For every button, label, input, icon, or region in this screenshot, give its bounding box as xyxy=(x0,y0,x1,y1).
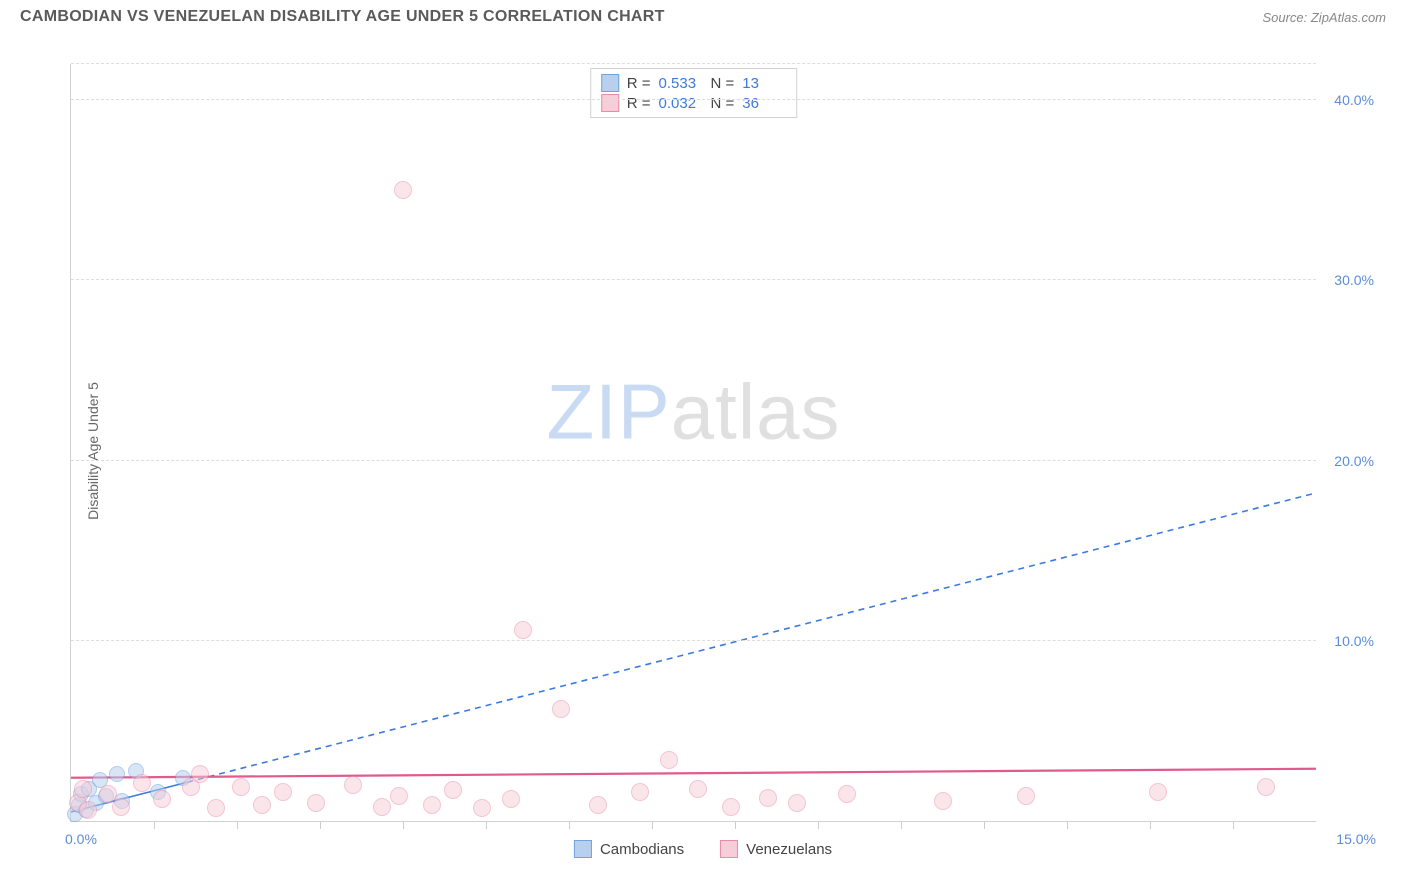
point-venezuelan xyxy=(552,700,570,718)
point-venezuelan xyxy=(79,801,97,819)
stats-legend-box: R = 0.533 N = 13 R = 0.032 N = 36 xyxy=(590,68,798,118)
x-tick xyxy=(1150,821,1151,829)
x-tick xyxy=(486,821,487,829)
gridline-h xyxy=(71,640,1316,641)
stat-n-value: 13 xyxy=(742,75,786,92)
x-tick xyxy=(1233,821,1234,829)
plot-area: ZIPatlas R =0.533N =13R =0.032N =36 0.0%… xyxy=(70,64,1316,822)
gridline-h xyxy=(71,460,1316,461)
chart-container: Disability Age Under 5 ZIPatlas R =0.533… xyxy=(20,40,1386,862)
stat-n-label: N = xyxy=(711,95,735,112)
point-venezuelan xyxy=(514,621,532,639)
point-venezuelan xyxy=(307,794,325,812)
x-axis-end-label: 15.0% xyxy=(1336,831,1376,847)
point-venezuelan xyxy=(502,790,520,808)
legend-item: Venezuelans xyxy=(720,840,832,858)
point-venezuelan xyxy=(838,785,856,803)
point-venezuelan xyxy=(133,774,151,792)
point-venezuelan xyxy=(207,799,225,817)
stats-row: R = 0.032 N = 36 xyxy=(601,93,787,113)
point-venezuelan xyxy=(344,776,362,794)
point-venezuelan xyxy=(689,780,707,798)
point-venezuelan xyxy=(934,792,952,810)
point-venezuelan xyxy=(631,783,649,801)
gridline-h xyxy=(71,99,1316,100)
x-tick xyxy=(320,821,321,829)
point-venezuelan xyxy=(759,789,777,807)
x-tick xyxy=(901,821,902,829)
x-tick xyxy=(237,821,238,829)
stat-r-label: R = xyxy=(627,95,651,112)
point-venezuelan xyxy=(373,798,391,816)
point-venezuelan xyxy=(1257,778,1275,796)
x-tick xyxy=(403,821,404,829)
stat-n-label: N = xyxy=(711,75,735,92)
y-tick-label: 40.0% xyxy=(1334,92,1374,108)
y-tick-label: 20.0% xyxy=(1334,453,1374,469)
series-legend: Cambodians Venezuelans xyxy=(574,840,832,858)
point-venezuelan xyxy=(112,798,130,816)
legend-swatch xyxy=(601,74,619,92)
x-tick xyxy=(735,821,736,829)
x-tick xyxy=(652,821,653,829)
stat-r-label: R = xyxy=(627,75,651,92)
point-venezuelan xyxy=(394,181,412,199)
x-tick xyxy=(984,821,985,829)
point-venezuelan xyxy=(788,794,806,812)
point-venezuelan xyxy=(722,798,740,816)
point-venezuelan xyxy=(390,787,408,805)
chart-title: CAMBODIAN VS VENEZUELAN DISABILITY AGE U… xyxy=(20,8,665,26)
x-tick xyxy=(1067,821,1068,829)
legend-label: Venezuelans xyxy=(746,841,832,858)
x-tick xyxy=(569,821,570,829)
legend-swatch xyxy=(601,94,619,112)
point-venezuelan xyxy=(74,780,92,798)
point-cambodian xyxy=(109,766,125,782)
stat-r-value: 0.533 xyxy=(659,75,703,92)
gridline-h xyxy=(71,279,1316,280)
point-venezuelan xyxy=(423,796,441,814)
stat-n-value: 36 xyxy=(742,95,786,112)
y-tick-label: 30.0% xyxy=(1334,272,1374,288)
point-venezuelan xyxy=(253,796,271,814)
legend-label: Cambodians xyxy=(600,841,684,858)
stat-r-value: 0.032 xyxy=(659,95,703,112)
point-venezuelan xyxy=(153,790,171,808)
x-tick xyxy=(154,821,155,829)
point-venezuelan xyxy=(232,778,250,796)
x-tick xyxy=(818,821,819,829)
stats-row: R = 0.533 N = 13 xyxy=(601,73,787,93)
point-venezuelan xyxy=(1149,783,1167,801)
source-text: Source: ZipAtlas.com xyxy=(1262,10,1386,25)
legend-swatch xyxy=(720,840,738,858)
point-venezuelan xyxy=(444,781,462,799)
point-venezuelan xyxy=(1017,787,1035,805)
x-axis-start-label: 0.0% xyxy=(65,831,97,847)
point-venezuelan xyxy=(589,796,607,814)
gridline-h xyxy=(71,63,1316,64)
legend-item: Cambodians xyxy=(574,840,684,858)
point-venezuelan xyxy=(660,751,678,769)
point-venezuelan xyxy=(274,783,292,801)
legend-swatch xyxy=(574,840,592,858)
y-tick-label: 10.0% xyxy=(1334,633,1374,649)
point-venezuelan xyxy=(191,765,209,783)
point-venezuelan xyxy=(473,799,491,817)
trend-lines xyxy=(71,64,1316,821)
